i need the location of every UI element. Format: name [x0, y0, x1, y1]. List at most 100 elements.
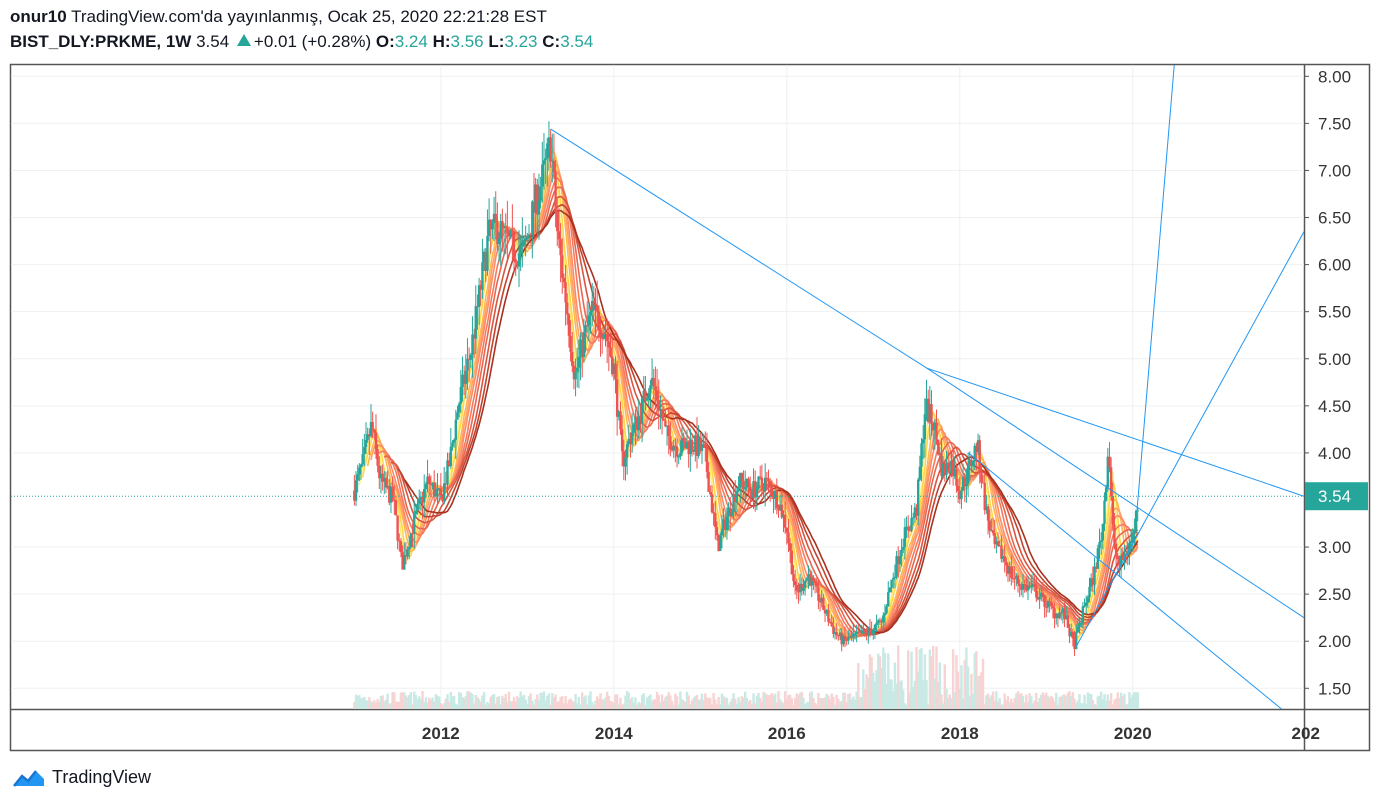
candle-body — [925, 398, 928, 415]
candle-body — [880, 621, 883, 623]
candle-body — [752, 481, 755, 499]
candle-body — [1023, 584, 1026, 586]
candle-body — [790, 550, 793, 575]
trendline — [1136, 65, 1175, 510]
volume-bar — [775, 702, 779, 709]
volume-bar — [592, 704, 596, 709]
volume-bar — [867, 677, 870, 709]
candle-body — [471, 334, 474, 355]
candle-body — [591, 300, 594, 312]
candle-body — [936, 439, 940, 455]
candle-body — [361, 454, 364, 465]
volume-bar — [477, 698, 481, 709]
candle-body — [798, 583, 802, 593]
candle-body — [614, 363, 617, 380]
volume-bar — [692, 697, 695, 709]
candle-body — [838, 632, 842, 637]
time-axis[interactable]: 2012 2014 2016 2018 2020 202 — [422, 724, 1320, 743]
volume-bar — [998, 698, 1001, 709]
volume-bar — [725, 697, 729, 709]
candle-body — [406, 549, 409, 557]
author-name[interactable]: onur10 — [10, 7, 67, 26]
candle-body — [885, 606, 888, 614]
candle-body — [770, 486, 774, 497]
candle-body — [950, 460, 953, 474]
volume-bar — [509, 701, 512, 709]
open-label: O: — [375, 32, 395, 51]
price-axis[interactable]: 8.00 7.50 7.00 6.50 6.00 5.50 5.00 4.50 4.00 3.00… — [1304, 67, 1351, 698]
candle-body — [1000, 545, 1003, 559]
volume-bar — [1086, 692, 1090, 709]
candle-body — [454, 419, 458, 440]
volume-bar — [399, 692, 403, 709]
candle-body — [353, 490, 356, 501]
candle-body — [557, 231, 561, 240]
candle-body — [807, 574, 810, 579]
volume-bar — [817, 692, 820, 709]
footer-brand[interactable]: TradingView — [10, 767, 151, 788]
candle-body — [888, 587, 892, 593]
volume-bar — [486, 702, 489, 709]
volume-bar — [521, 696, 524, 709]
candle-body — [635, 416, 639, 431]
candle-body — [1010, 566, 1013, 579]
candle-body — [951, 460, 955, 477]
volume-bar — [930, 656, 933, 709]
volume-bar — [1091, 700, 1095, 709]
candle-body — [391, 486, 394, 500]
volume-bar — [679, 691, 682, 709]
candle-body — [514, 259, 517, 263]
volume-bar — [368, 697, 371, 709]
candle-body — [532, 201, 536, 213]
volume-bar — [419, 699, 423, 709]
volume-bar — [413, 691, 416, 709]
candle-body — [428, 476, 431, 485]
volume-bar — [381, 695, 384, 709]
candle-body — [845, 639, 848, 641]
candle-body — [1078, 623, 1081, 628]
candle-body — [1076, 627, 1080, 633]
volume-bar — [975, 651, 978, 709]
volume-bar — [373, 700, 376, 709]
candle-body — [647, 392, 650, 399]
candle-body — [531, 201, 534, 236]
volume-bar — [925, 680, 928, 709]
candle-body — [991, 530, 995, 533]
trendlines[interactable] — [550, 65, 1304, 709]
candle-body — [1061, 608, 1065, 613]
candle-body — [1116, 555, 1119, 560]
candle-body — [1045, 606, 1048, 608]
volume-bar — [785, 699, 788, 709]
volume-bar — [850, 699, 853, 709]
volume-bar — [1106, 694, 1110, 709]
volume-bar — [664, 697, 667, 709]
volume-bar — [892, 691, 895, 709]
candle-body — [961, 477, 965, 491]
candle-body — [582, 332, 586, 358]
volume-bar — [637, 702, 640, 709]
candle-body — [938, 452, 942, 455]
volume-bar — [491, 694, 494, 709]
candle-body — [1050, 602, 1053, 607]
volume-bar — [1050, 695, 1053, 709]
candle-body — [413, 514, 416, 534]
candle-body — [887, 592, 890, 607]
volume-bar — [487, 703, 491, 709]
candle-body — [652, 377, 655, 387]
volume-bar — [456, 704, 459, 709]
candle-body — [368, 434, 371, 437]
volume-bar — [629, 699, 632, 709]
volume-bar — [996, 701, 1000, 709]
volume-bar — [912, 687, 915, 709]
candle-body — [426, 476, 429, 484]
candle-body — [642, 390, 645, 399]
volume-bar — [376, 699, 379, 709]
volume-bar — [597, 698, 601, 709]
volume-bar — [363, 696, 366, 709]
volume-bar — [586, 704, 589, 709]
volume-bar — [497, 696, 501, 709]
volume-bar — [792, 704, 795, 709]
volume-bar — [639, 703, 642, 709]
volume-bar — [1025, 694, 1028, 709]
